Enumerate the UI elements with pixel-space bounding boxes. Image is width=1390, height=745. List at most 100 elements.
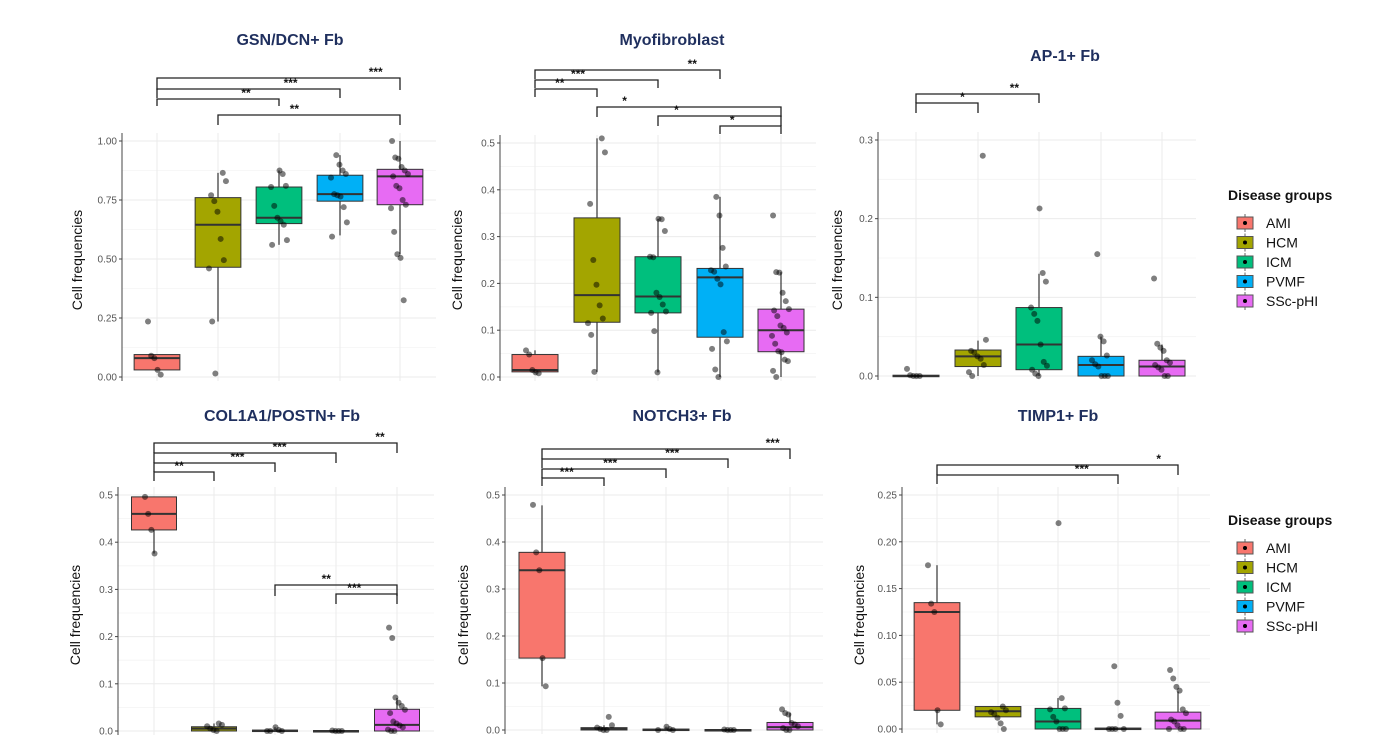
data-point xyxy=(608,722,615,729)
significance-label: ** xyxy=(555,76,565,90)
data-point xyxy=(599,315,606,322)
data-point xyxy=(157,371,164,378)
data-point xyxy=(784,358,791,365)
y-tick-label: 0.15 xyxy=(878,584,898,595)
data-point xyxy=(601,149,608,156)
box-hcm xyxy=(194,172,242,322)
significance-bracket: ** xyxy=(534,57,721,79)
data-point xyxy=(1042,278,1049,285)
y-tick-label: 0.0 xyxy=(99,727,113,738)
box-hcm xyxy=(573,138,621,372)
data-point xyxy=(723,338,730,345)
chart-title: GSN/DCN+ Fb xyxy=(236,32,343,49)
data-point xyxy=(656,293,663,300)
data-point xyxy=(342,171,349,178)
data-point xyxy=(590,257,597,263)
panel-timp1-fb: 0.00 0.05 0.10 0.15 0.20 0.25 Cell frequencies… xyxy=(851,408,1210,736)
y-tick-label: 0.1 xyxy=(859,293,873,304)
box-iqr xyxy=(194,197,242,268)
data-point xyxy=(209,318,216,325)
data-point xyxy=(399,724,406,731)
data-point xyxy=(1047,706,1054,713)
data-point xyxy=(1182,710,1189,717)
y-tick-label: 0.1 xyxy=(486,679,500,690)
data-point xyxy=(783,329,790,336)
panel-gsn-dcn-fb: 0.00 0.25 0.50 0.75 1.00 Cell frequencies GSN/… xyxy=(69,32,436,384)
data-point xyxy=(267,728,274,734)
data-point xyxy=(730,727,737,733)
legend-label: AMI xyxy=(1266,540,1291,556)
y-axis-label: Cell frequencies xyxy=(829,210,845,310)
legend-key-dot xyxy=(1243,221,1247,225)
data-point xyxy=(650,254,657,261)
significance-bracket: * xyxy=(596,94,782,117)
data-point xyxy=(778,349,785,356)
data-point xyxy=(1050,713,1057,720)
data-point xyxy=(269,241,276,248)
data-point xyxy=(542,683,549,690)
data-point xyxy=(1114,699,1121,706)
data-point xyxy=(1111,663,1118,670)
legend-key-dot xyxy=(1243,546,1247,550)
data-point xyxy=(151,355,158,362)
box-iqr xyxy=(374,708,420,732)
data-point xyxy=(654,369,661,376)
box-iqr xyxy=(634,256,682,314)
significance-bracket: *** xyxy=(936,462,1119,484)
box-icm xyxy=(255,170,303,245)
y-tick-label: 0.2 xyxy=(859,214,873,225)
box-ssc-phi xyxy=(757,272,805,377)
y-tick-label: 1.00 xyxy=(98,137,118,148)
data-point xyxy=(282,182,289,189)
data-point xyxy=(390,173,397,180)
chart-title: TIMP1+ Fb xyxy=(1018,408,1099,425)
legend-key-dot xyxy=(1243,624,1247,628)
data-point xyxy=(1097,333,1104,340)
legend-label: HCM xyxy=(1266,560,1298,576)
significance-bracket: * xyxy=(719,113,782,134)
data-point xyxy=(389,138,396,144)
box-icm xyxy=(1034,698,1082,730)
significance-bracket: ** xyxy=(153,459,215,481)
y-tick-label: 0.0 xyxy=(481,373,495,384)
panel-notch3-fb: 0.0 0.1 0.2 0.3 0.4 0.5 Cell frequencies NOTCH3… xyxy=(455,408,823,737)
data-point xyxy=(713,193,720,200)
data-point xyxy=(523,347,529,354)
data-point xyxy=(328,174,334,181)
significance-label: *** xyxy=(571,67,585,81)
data-point xyxy=(1120,726,1127,732)
significance-bracket: *** xyxy=(541,456,667,478)
bracket-line xyxy=(541,468,667,478)
y-tick-label: 0.75 xyxy=(98,196,118,207)
legend-item-pvmf: PVMF xyxy=(1236,272,1305,291)
legend-item-ami: AMI xyxy=(1236,539,1291,557)
data-point xyxy=(977,355,984,362)
y-tick-label: 0.2 xyxy=(486,632,500,643)
significance-label: ** xyxy=(1010,81,1020,95)
data-point xyxy=(658,216,665,223)
data-point xyxy=(655,727,662,733)
data-point xyxy=(1000,726,1007,732)
data-point xyxy=(774,313,781,320)
y-tick-label: 0.2 xyxy=(99,632,113,643)
data-point xyxy=(780,324,787,331)
legend-top: Disease groups AMI HCM ICM PVMF SSc-pHI xyxy=(1228,187,1332,310)
significance-label: ** xyxy=(322,572,332,586)
y-tick-label: 0.20 xyxy=(878,537,898,548)
significance-label: *** xyxy=(273,440,287,454)
chart-title: COL1A1/POSTN+ Fb xyxy=(204,408,360,425)
bracket-line xyxy=(936,464,1179,475)
significance-label: ** xyxy=(241,86,251,100)
significance-label: *** xyxy=(369,65,383,79)
data-point xyxy=(1117,712,1124,719)
y-tick-label: 0.2 xyxy=(481,279,495,290)
chart-title: AP-1+ Fb xyxy=(1030,48,1100,65)
data-point xyxy=(206,265,212,272)
data-point xyxy=(585,320,591,327)
data-point xyxy=(1167,667,1174,674)
data-point xyxy=(1112,726,1119,732)
data-point xyxy=(280,221,287,228)
data-point xyxy=(402,201,409,208)
data-point xyxy=(773,374,780,380)
significance-bracket: * xyxy=(936,452,1179,475)
